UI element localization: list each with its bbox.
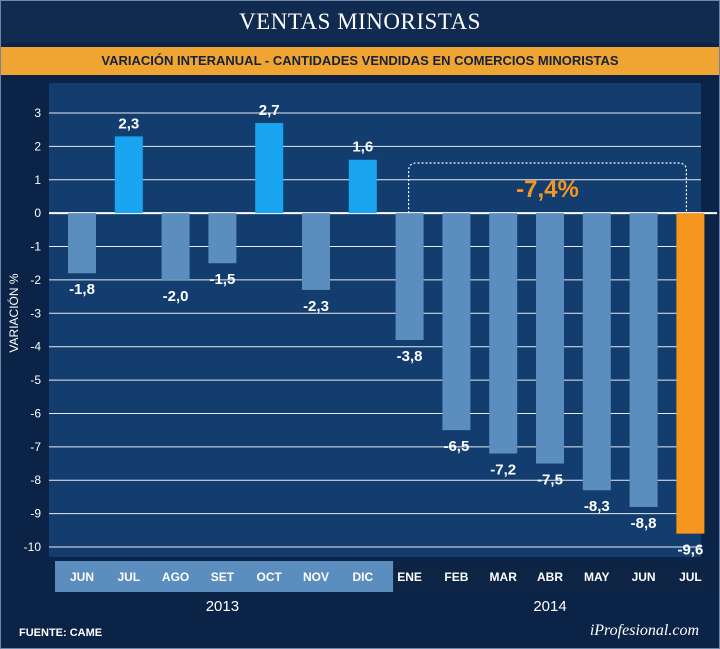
value-label: -7,2 (490, 462, 516, 479)
value-label: 2,3 (118, 115, 139, 132)
x-tick-label: AGO (162, 570, 189, 584)
bar (489, 213, 518, 454)
y-tick-label: 1 (34, 173, 41, 187)
x-tick-label: JUN (632, 570, 656, 584)
x-tick-label: ABR (537, 570, 563, 584)
value-label: -6,5 (443, 438, 469, 455)
bar (676, 213, 705, 534)
value-label: -8,8 (631, 515, 657, 532)
y-axis-label: VARIACIÓN % (6, 273, 21, 352)
y-tick-label: 3 (34, 106, 41, 120)
x-tick-label: JUN (70, 570, 94, 584)
chart-title: VENTAS MINORISTAS (1, 1, 719, 43)
value-label: -9,6 (677, 542, 703, 559)
bar (582, 213, 611, 491)
value-label: -1,8 (69, 281, 95, 298)
x-tick-label: SET (211, 570, 235, 584)
bar (255, 123, 284, 214)
x-band-2013 (55, 561, 394, 592)
x-tick-label: MAY (584, 570, 610, 584)
bar (629, 213, 658, 507)
annotation-label: -7,4% (516, 176, 579, 203)
x-tick-label: MAR (490, 570, 518, 584)
value-label: 1,6 (352, 139, 373, 156)
y-tick-label: -2 (30, 273, 41, 287)
value-label: -8,3 (584, 498, 610, 515)
x-tick-label: JUL (679, 570, 702, 584)
bar (348, 159, 377, 214)
x-tick-label: JUL (117, 570, 140, 584)
source-note: FUENTE: CAME (19, 627, 103, 639)
y-tick-label: -10 (24, 540, 42, 554)
year-label: 2013 (206, 598, 239, 615)
y-tick-label: -6 (30, 406, 41, 420)
x-tick-label: OCT (257, 570, 283, 584)
value-label: -2,0 (163, 288, 189, 305)
x-tick-label: NOV (303, 570, 329, 584)
value-label: -3,8 (397, 348, 423, 365)
value-label: -2,3 (303, 298, 329, 315)
y-tick-label: -8 (30, 473, 41, 487)
brand-logo: iProfesional.com (589, 622, 699, 639)
x-tick-label: FEB (444, 570, 468, 584)
x-tick-label: DIC (352, 570, 373, 584)
x-band-2014 (393, 561, 706, 592)
year-label: 2014 (533, 598, 566, 615)
bar (208, 213, 237, 264)
bar (395, 213, 424, 341)
chart-subtitle: VARIACIÓN INTERANUAL - CANTIDADES VENDID… (1, 47, 719, 75)
bar (68, 213, 96, 274)
y-tick-label: -7 (30, 440, 41, 454)
y-tick-label: 0 (34, 206, 41, 220)
y-tick-label: -4 (30, 340, 41, 354)
value-label: 2,7 (259, 102, 280, 119)
y-tick-label: 2 (34, 139, 41, 153)
bar (536, 213, 564, 464)
value-label: -1,5 (209, 271, 235, 288)
bar (114, 136, 143, 214)
y-tick-label: -1 (30, 240, 41, 254)
y-tick-label: -5 (30, 373, 41, 387)
bar (442, 213, 471, 431)
x-tick-label: ENE (397, 570, 422, 584)
bar (161, 213, 190, 280)
value-label: -7,5 (537, 472, 563, 489)
bar (302, 213, 330, 290)
y-tick-label: -3 (30, 306, 41, 320)
y-tick-label: -9 (30, 507, 41, 521)
annotation-bracket (408, 162, 687, 214)
